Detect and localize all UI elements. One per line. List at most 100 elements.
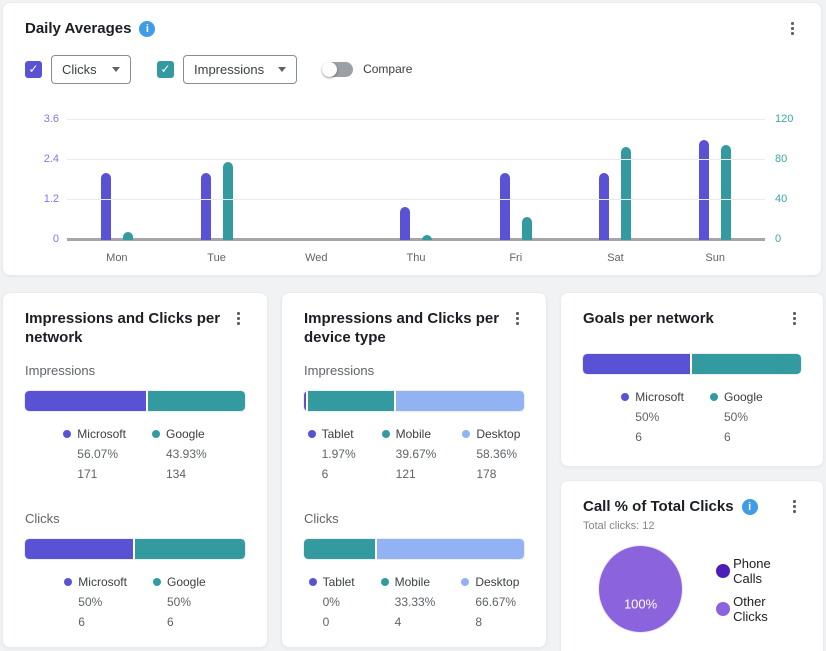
- network-card: Impressions and Clicks per network Impre…: [2, 292, 268, 648]
- impressions-metric-select[interactable]: Impressions: [183, 54, 298, 84]
- kebab-menu-icon[interactable]: [231, 309, 245, 327]
- section-spacer: [25, 481, 245, 495]
- legend-name: Microsoft: [78, 575, 127, 589]
- stacked-bar: [582, 353, 802, 375]
- legend-item-head: Tablet: [308, 575, 355, 589]
- day-label: Thu: [406, 252, 426, 264]
- microsoft-segment: [25, 539, 135, 559]
- info-icon[interactable]: i: [139, 20, 156, 37]
- legend-count: 6: [78, 615, 85, 629]
- google-segment: [135, 539, 245, 559]
- pie-legend-dot: [716, 602, 731, 616]
- legend-item-desktop: Desktop 58.36% 178: [462, 427, 520, 481]
- legend-item-head: Google: [709, 390, 763, 404]
- kebab-menu-icon[interactable]: [787, 497, 801, 515]
- day-label: Wed: [305, 252, 328, 264]
- kebab-menu-icon[interactable]: [510, 309, 524, 327]
- clicks-metric-select[interactable]: Clicks: [51, 54, 131, 84]
- desktop-segment: [377, 539, 524, 559]
- impressions-checkbox[interactable]: ✓: [157, 60, 174, 78]
- goals-card-title: Goals per network: [583, 310, 714, 327]
- tablet-segment: [304, 391, 309, 411]
- legend-item-google: Google 50% 6: [152, 575, 206, 629]
- calls-pie-row: 100% Phone Calls Other Clicks: [583, 546, 801, 632]
- legend-dot: [152, 578, 161, 586]
- legend-item-head: Microsoft: [621, 390, 684, 404]
- legend-item-head: Google: [152, 575, 206, 589]
- impressions-bar: [621, 147, 632, 240]
- network-card-title: Impressions and Clicks per network: [25, 310, 221, 346]
- legend-name: Microsoft: [77, 427, 126, 441]
- legend-count: 121: [395, 467, 416, 481]
- mobile-segment: [304, 539, 378, 559]
- section-label: Clicks: [25, 511, 60, 526]
- legend-item-google: Google 43.93% 134: [151, 427, 207, 481]
- clicks-checkbox[interactable]: ✓: [25, 60, 42, 78]
- clicks-select-value: Clicks: [62, 61, 97, 77]
- pie-slice-label: 100%: [623, 596, 658, 612]
- chart-baseline: [67, 238, 765, 241]
- legend-percent: 56.07%: [77, 447, 118, 461]
- legend-dot: [461, 578, 470, 586]
- legend-dot: [709, 393, 718, 401]
- google-segment: [692, 354, 801, 374]
- legend-percent: 58.36%: [476, 447, 518, 461]
- bar-group-wed: [266, 120, 366, 240]
- legend-name: Tablet: [322, 575, 355, 589]
- legend-name: Mobile: [394, 575, 430, 589]
- compare-toggle-label: Compare: [363, 62, 413, 76]
- left-axis-tick: 1.2: [43, 193, 59, 205]
- google-segment: [148, 391, 245, 411]
- bar-group-sat: [566, 120, 666, 240]
- legend-percent: 50%: [723, 410, 749, 424]
- legend-name: Google: [723, 390, 763, 404]
- legend-count: 6: [635, 430, 642, 444]
- stacked-bar: [303, 538, 525, 560]
- kebab-menu-icon[interactable]: [785, 19, 799, 37]
- calls-pie-legend: Phone Calls Other Clicks: [716, 556, 801, 632]
- impressions-bar: [222, 162, 233, 240]
- bar-group-fri: [466, 120, 566, 240]
- bar-group-tue: [167, 120, 267, 240]
- clicks-bar: [699, 140, 710, 240]
- pie-legend-item-phone-calls: Phone Calls: [716, 556, 801, 586]
- network-card-body: Impressions Microsoft 56.07% 171 Google 43.93…: [24, 363, 246, 629]
- clicks-bar: [100, 173, 111, 240]
- legend-dot: [381, 430, 390, 438]
- kebab-menu-icon[interactable]: [787, 309, 801, 327]
- daily-averages-card: Daily Averages i ✓ Clicks ✓ Impressions …: [2, 2, 822, 276]
- legend-dot: [151, 430, 160, 438]
- legend: Tablet 0% 0 Mobile 33.33% 4 Desktop 66.67% 8: [304, 575, 524, 629]
- legend-item-head: Mobile: [380, 575, 436, 589]
- legend-count: 0: [322, 615, 330, 629]
- mobile-segment: [308, 391, 396, 411]
- legend: Microsoft 50% 6 Google 50% 6: [25, 575, 245, 629]
- left-axis-tick: 0: [52, 233, 59, 245]
- pie-legend-item-other-clicks: Other Clicks: [716, 594, 801, 624]
- right-axis-tick: 120: [775, 113, 794, 125]
- info-icon[interactable]: i: [741, 498, 758, 515]
- metric-controls: ✓ Clicks ✓ Impressions Compare: [25, 54, 799, 84]
- pie-legend-dot: [716, 564, 731, 578]
- daily-bar-groups: [67, 120, 765, 240]
- legend-count: 171: [77, 467, 98, 481]
- legend-percent: 50%: [78, 595, 103, 609]
- legend-percent: 39.67%: [395, 447, 437, 461]
- device-card: Impressions and Clicks per device type I…: [281, 292, 547, 648]
- legend-item-microsoft: Microsoft 50% 6: [621, 390, 684, 444]
- section-label: Impressions: [25, 363, 96, 378]
- stacked-bar: [24, 390, 246, 412]
- day-label: Fri: [509, 252, 523, 264]
- legend-item-mobile: Mobile 33.33% 4: [380, 575, 436, 629]
- compare-toggle[interactable]: [322, 61, 354, 77]
- legend-item-microsoft: Microsoft 56.07% 171: [63, 427, 126, 481]
- legend-dot: [308, 578, 317, 586]
- legend: Microsoft 56.07% 171 Google 43.93% 134: [25, 427, 245, 481]
- legend-count: 6: [321, 467, 329, 481]
- legend-name: Desktop: [475, 575, 520, 589]
- day-label: Sun: [705, 252, 725, 264]
- left-axis-tick: 2.4: [43, 153, 59, 165]
- total-clicks-subtitle: Total clicks: 12: [583, 520, 655, 532]
- legend-item-head: Desktop: [462, 427, 520, 441]
